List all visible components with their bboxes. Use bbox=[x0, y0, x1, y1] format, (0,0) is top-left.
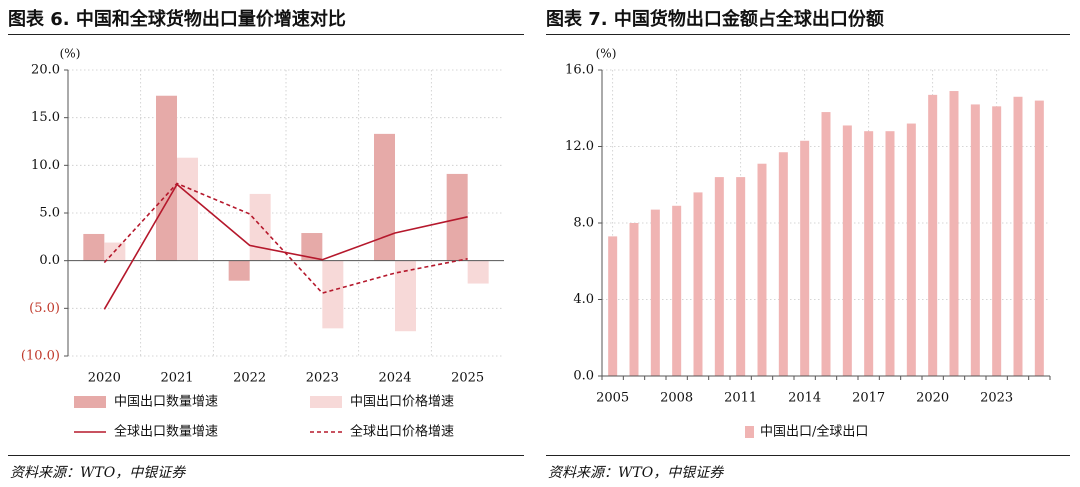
right-bar-2022 bbox=[970, 104, 980, 377]
left-bar-china-volume-2020 bbox=[83, 233, 105, 261]
left-line-global-price bbox=[103, 182, 468, 294]
right-chart-title: 图表 7. 中国货物出口金额占全球出口份额 bbox=[546, 9, 884, 30]
right-bar-2009 bbox=[693, 192, 703, 376]
left-title-rule bbox=[8, 34, 524, 35]
right-x-tick-label: 2020 bbox=[916, 391, 949, 406]
left-x-tick-label: 2021 bbox=[160, 371, 193, 386]
left-x-tick-label: 2025 bbox=[451, 371, 484, 386]
right-bar-2014 bbox=[800, 140, 810, 376]
left-panel: 图表 6. 中国和全球货物出口量价增速对比 bbox=[8, 0, 524, 35]
right-y-tick-label: 4.0 bbox=[573, 292, 594, 307]
right-source-rule bbox=[546, 455, 1070, 456]
right-bar-2023 bbox=[992, 106, 1002, 377]
right-bar-2024 bbox=[1013, 96, 1023, 377]
left-source-note: 资料来源：WTO，中银证券 bbox=[10, 465, 186, 481]
right-bar-2016 bbox=[842, 125, 852, 377]
right-bar-2025 bbox=[1034, 100, 1044, 376]
right-panel: 图表 7. 中国货物出口金额占全球出口份额 bbox=[546, 0, 1070, 35]
right-bar-2018 bbox=[885, 131, 895, 376]
right-x-tick-label: 2005 bbox=[596, 391, 629, 406]
legend-label-3: 全球出口价格增速 bbox=[350, 424, 454, 440]
right-legend-label: 中国出口/全球出口 bbox=[760, 424, 868, 440]
left-bar-china-volume-2023 bbox=[301, 233, 323, 261]
left-y-tick-label: (10.0) bbox=[21, 349, 60, 364]
right-y-tick-label: 16.0 bbox=[565, 63, 594, 78]
left-bar-china-volume-2021 bbox=[156, 95, 177, 261]
left-bar-china-volume-2025 bbox=[446, 173, 468, 261]
left-x-tick-label: 2023 bbox=[306, 371, 339, 386]
right-bar-2013 bbox=[778, 152, 788, 376]
left-bar-china-price-2022 bbox=[249, 193, 271, 261]
right-bar-2007 bbox=[650, 209, 660, 376]
right-bar-2008 bbox=[672, 205, 682, 376]
right-bar-2015 bbox=[821, 112, 831, 376]
right-legend-swatch bbox=[745, 426, 754, 438]
left-y-unit-label: (%) bbox=[60, 47, 81, 61]
right-bar-2017 bbox=[864, 131, 874, 376]
left-chart: (%)20.0 15.0 10.0 5.0 0.0 (5.0) (10.0) 2020 2021… bbox=[21, 47, 504, 440]
left-y-tick-label: 5.0 bbox=[39, 206, 60, 221]
right-bar-2010 bbox=[714, 177, 724, 376]
right-x-tick-label: 2011 bbox=[724, 391, 757, 406]
legend-swatch-1 bbox=[310, 396, 342, 408]
right-x-tick-label: 2023 bbox=[980, 391, 1013, 406]
left-y-tick-label: 0.0 bbox=[39, 253, 60, 268]
right-bar-2011 bbox=[736, 177, 746, 376]
right-source-note: 资料来源：WTO，中银证券 bbox=[548, 465, 724, 481]
right-x-tick-label: 2014 bbox=[788, 391, 821, 406]
left-x-tick-label: 2022 bbox=[233, 371, 266, 386]
right-bar-2019 bbox=[906, 123, 916, 376]
right-y-tick-label: 0.0 bbox=[573, 369, 594, 384]
right-bar-2005 bbox=[608, 236, 618, 376]
right-bar-2020 bbox=[928, 94, 938, 377]
left-bar-china-volume-2024 bbox=[374, 133, 395, 261]
right-y-unit-label: (%) bbox=[596, 47, 617, 61]
left-bar-china-price-2024 bbox=[395, 260, 416, 332]
right-y-tick-label: 12.0 bbox=[565, 139, 594, 154]
legend-label-1: 中国出口价格增速 bbox=[350, 394, 454, 410]
left-y-tick-label: 15.0 bbox=[31, 110, 60, 125]
left-bar-china-price-2021 bbox=[177, 157, 198, 261]
left-bar-china-price-2023 bbox=[322, 260, 344, 329]
right-y-tick-label: 8.0 bbox=[573, 216, 594, 231]
right-x-tick-label: 2008 bbox=[660, 391, 693, 406]
right-bar-2012 bbox=[757, 163, 767, 376]
left-bar-china-volume-2022 bbox=[228, 260, 250, 281]
left-x-tick-label: 2024 bbox=[378, 371, 411, 386]
left-x-tick-label: 2020 bbox=[88, 371, 121, 386]
right-bar-2006 bbox=[629, 223, 639, 376]
legend-swatch-0 bbox=[74, 396, 106, 408]
right-title-rule bbox=[546, 34, 1070, 35]
left-y-tick-label: (5.0) bbox=[29, 301, 60, 316]
left-chart-title: 图表 6. 中国和全球货物出口量价增速对比 bbox=[8, 9, 346, 30]
legend-label-2: 全球出口数量增速 bbox=[114, 424, 218, 440]
left-y-tick-label: 20.0 bbox=[31, 63, 60, 78]
left-y-tick-label: 10.0 bbox=[31, 158, 60, 173]
legend-label-0: 中国出口数量增速 bbox=[114, 395, 218, 410]
right-bar-2021 bbox=[949, 91, 959, 376]
right-x-tick-label: 2017 bbox=[852, 391, 885, 406]
left-source-rule bbox=[8, 455, 524, 456]
left-bar-china-price-2025 bbox=[467, 260, 489, 284]
